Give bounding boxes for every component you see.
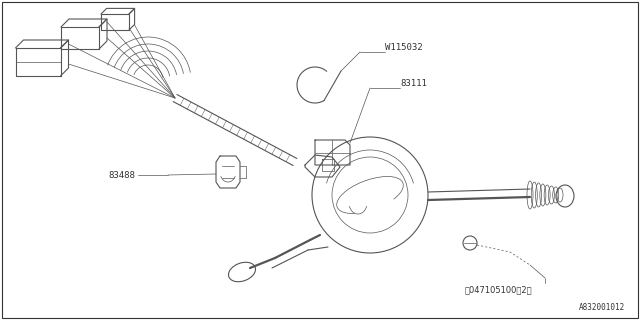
Text: 83111: 83111 (400, 79, 427, 89)
Text: Ⓢ047105100（2）: Ⓢ047105100（2） (465, 285, 532, 294)
Text: W115032: W115032 (385, 44, 422, 52)
Text: A832001012: A832001012 (579, 303, 625, 312)
Text: 83488: 83488 (108, 171, 135, 180)
